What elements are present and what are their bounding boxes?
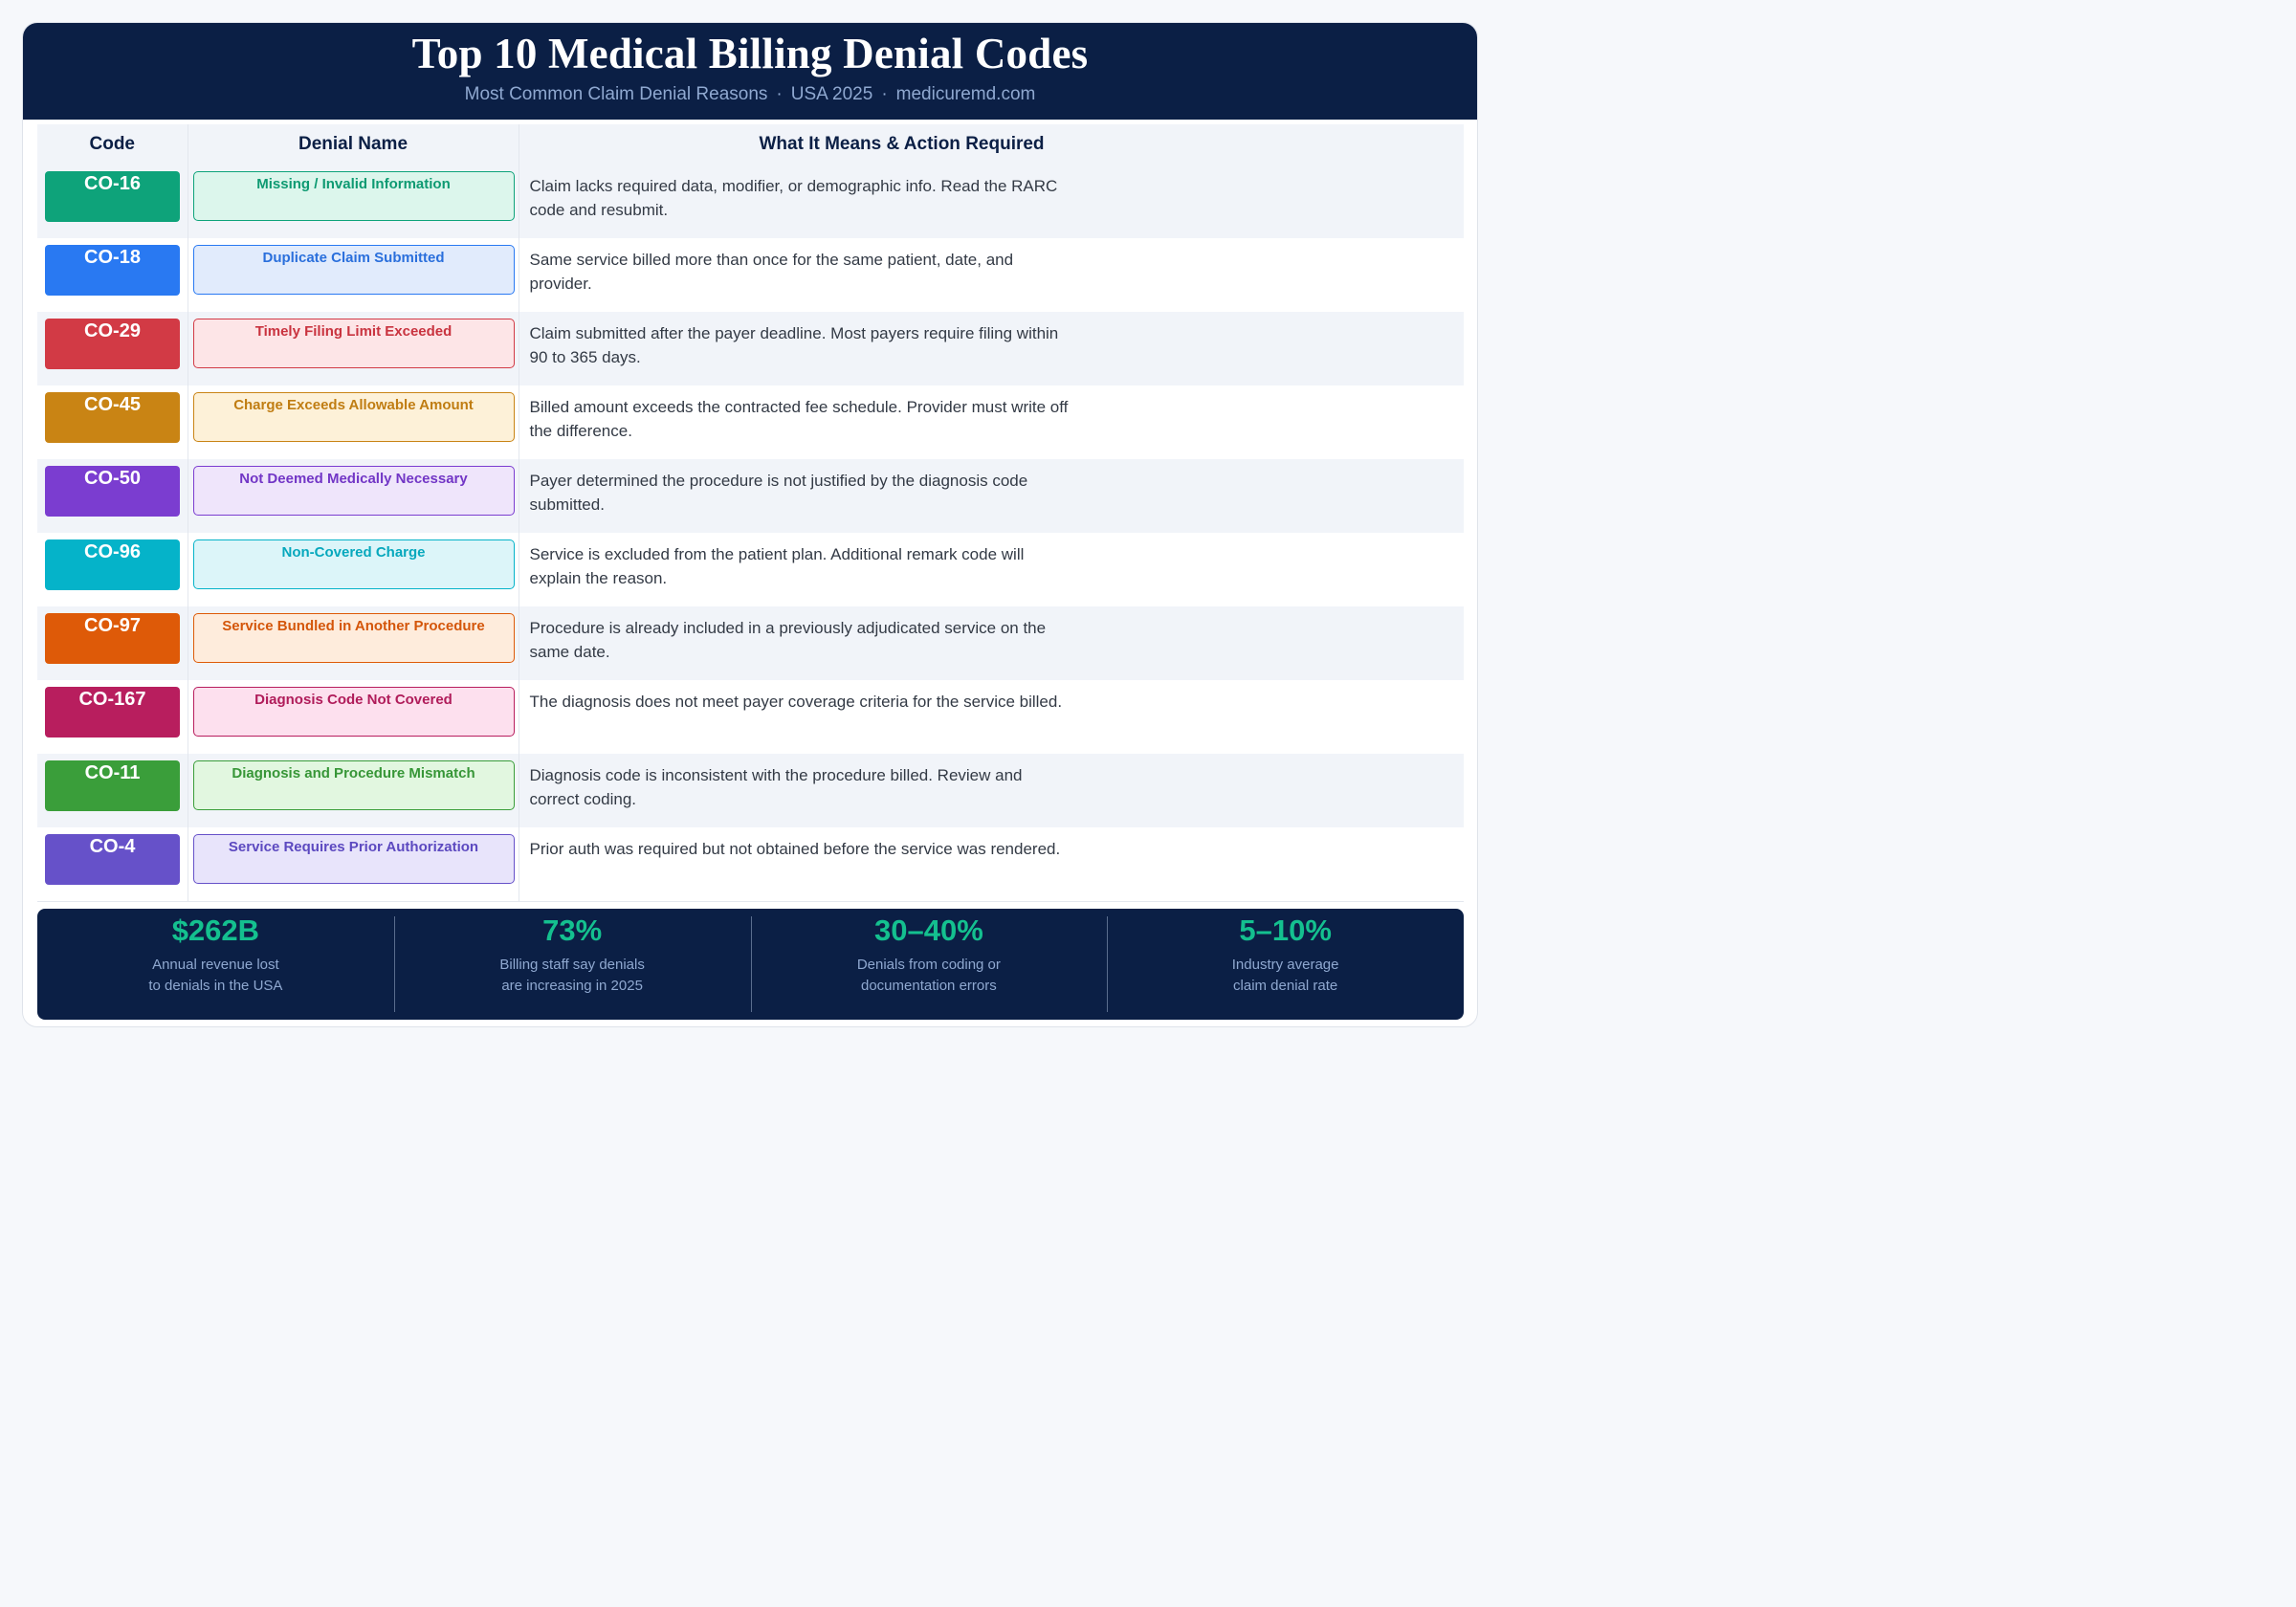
stats-bar: $262B Annual revenue lost to denials in … <box>37 909 1464 1020</box>
subtitle-topic: Most Common Claim Denial Reasons <box>464 84 768 104</box>
denial-meaning-text: Prior auth was required but not obtained… <box>529 840 1061 858</box>
denial-name-cell: Service Requires Prior Authorization <box>188 827 519 902</box>
denial-name-cell: Duplicate Claim Submitted <box>188 238 519 312</box>
table-row: CO-11 Diagnosis and Procedure Mismatch Dia… <box>37 754 1464 827</box>
code-cell: CO-96 <box>37 533 188 606</box>
denial-code-badge: CO-167 <box>45 687 180 737</box>
stat-label: Annual revenue lost to denials in the US… <box>148 957 283 994</box>
page-title: Top 10 Medical Billing Denial Codes <box>411 30 1089 77</box>
table-row: CO-97 Service Bundled in Another Procedur… <box>37 606 1464 680</box>
denial-name-cell: Diagnosis Code Not Covered <box>188 680 519 754</box>
denial-meaning-text: Claim submitted after the payer deadline… <box>529 324 1059 366</box>
code-cell: CO-4 <box>37 827 188 902</box>
stat-value: 73% <box>542 914 603 947</box>
header-banner: Top 10 Medical Billing Denial Codes Most… <box>23 23 1477 120</box>
stat-label: Denials from coding or documentation err… <box>856 957 1001 994</box>
denial-name-label: Charge Exceeds Allowable Amount <box>192 392 515 442</box>
denial-name-label: Not Deemed Medically Necessary <box>192 466 515 516</box>
stat-label: Billing staff say denials are increasing… <box>499 957 645 994</box>
code-cell: CO-97 <box>37 606 188 680</box>
meaning-cell: Procedure is already included in a previ… <box>519 606 1464 680</box>
denial-meaning-text: Payer determined the procedure is not ju… <box>529 472 1028 514</box>
denial-meaning-text: Service is excluded from the patient pla… <box>529 545 1025 587</box>
denial-code-badge: CO-96 <box>45 539 180 590</box>
meaning-cell: Diagnosis code is inconsistent with the … <box>519 754 1464 827</box>
table-row: CO-4 Service Requires Prior Authorization… <box>37 827 1464 902</box>
page-subtitle: Most Common Claim Denial Reasons · USA 202… <box>23 84 1477 105</box>
denial-meaning-text: Diagnosis code is inconsistent with the … <box>529 766 1023 808</box>
denial-name-cell: Service Bundled in Another Procedure <box>188 606 519 680</box>
table-row: CO-50 Not Deemed Medically Necessary Payer… <box>37 459 1464 533</box>
subtitle-region-year: USA 2025 <box>790 84 873 104</box>
subtitle-source: medicuremd.com <box>895 84 1036 104</box>
meaning-cell: Claim submitted after the payer deadline… <box>519 312 1464 385</box>
denial-code-badge: CO-29 <box>45 319 180 369</box>
infographic-card: Top 10 Medical Billing Denial Codes Most… <box>22 22 1478 1027</box>
code-cell: CO-29 <box>37 312 188 385</box>
denial-code-badge: CO-11 <box>45 760 180 811</box>
table-row: CO-16 Missing / Invalid Information Claim … <box>37 165 1464 238</box>
denial-name-label: Diagnosis Code Not Covered <box>192 687 515 737</box>
denial-code-badge: CO-18 <box>45 245 180 296</box>
code-cell: CO-45 <box>37 385 188 459</box>
denial-meaning-text: Billed amount exceeds the contracted fee… <box>529 398 1069 440</box>
denial-meaning-text: Procedure is already included in a previ… <box>529 619 1047 661</box>
table-header-row: Code Denial Name What It Means & Action … <box>37 124 1464 165</box>
denial-code-badge: CO-45 <box>45 392 180 443</box>
table-row: CO-45 Charge Exceeds Allowable Amount Bill… <box>37 385 1464 459</box>
meaning-cell: Payer determined the procedure is not ju… <box>519 459 1464 533</box>
meaning-cell: Prior auth was required but not obtained… <box>519 827 1464 902</box>
stat-label: Industry average claim denial rate <box>1231 957 1339 994</box>
denial-code-badge: CO-16 <box>45 171 180 222</box>
denial-name-cell: Not Deemed Medically Necessary <box>188 459 519 533</box>
stat-value: 30–40% <box>873 914 983 947</box>
denial-meaning-text: The diagnosis does not meet payer covera… <box>529 693 1063 711</box>
meaning-cell: Claim lacks required data, modifier, or … <box>519 165 1464 238</box>
denial-name-cell: Charge Exceeds Allowable Amount <box>188 385 519 459</box>
column-header-denial-name: Denial Name <box>188 124 519 165</box>
code-cell: CO-11 <box>37 754 188 827</box>
denial-name-label: Service Requires Prior Authorization <box>192 834 515 884</box>
table-row: CO-167 Diagnosis Code Not Covered The diag… <box>37 680 1464 754</box>
denial-name-label: Diagnosis and Procedure Mismatch <box>192 760 515 810</box>
meaning-cell: Billed amount exceeds the contracted fee… <box>519 385 1464 459</box>
denial-code-badge: CO-4 <box>45 834 180 885</box>
meaning-cell: The diagnosis does not meet payer covera… <box>519 680 1464 754</box>
subtitle-separator: · <box>776 84 783 104</box>
table-row: CO-18 Duplicate Claim Submitted Same servi… <box>37 238 1464 312</box>
code-cell: CO-18 <box>37 238 188 312</box>
stat-value: 5–10% <box>1239 914 1332 947</box>
stat-value: $262B <box>171 914 260 947</box>
denial-name-cell: Missing / Invalid Information <box>188 165 519 238</box>
table-row: CO-29 Timely Filing Limit Exceeded Claim s… <box>37 312 1464 385</box>
denial-codes-table: Code Denial Name What It Means & Action … <box>37 124 1464 902</box>
stat-denial-rate: 5–10% Industry average claim denial rate <box>1107 909 1464 1020</box>
code-cell: CO-167 <box>37 680 188 754</box>
denial-name-label: Missing / Invalid Information <box>192 171 515 221</box>
denial-code-badge: CO-50 <box>45 466 180 517</box>
denial-name-label: Service Bundled in Another Procedure <box>192 613 515 663</box>
subtitle-separator: · <box>881 84 888 104</box>
stat-coding-errors: 30–40% Denials from coding or documentat… <box>750 909 1108 1020</box>
denial-name-cell: Diagnosis and Procedure Mismatch <box>188 754 519 827</box>
stat-revenue-lost: $262B Annual revenue lost to denials in … <box>37 909 394 1020</box>
denial-name-cell: Timely Filing Limit Exceeded <box>188 312 519 385</box>
stat-denials-increasing: 73% Billing staff say denials are increa… <box>393 909 751 1020</box>
code-cell: CO-50 <box>37 459 188 533</box>
denial-name-label: Timely Filing Limit Exceeded <box>192 319 515 368</box>
column-header-meaning: What It Means & Action Required <box>519 124 1464 165</box>
denial-meaning-text: Claim lacks required data, modifier, or … <box>529 177 1058 219</box>
meaning-cell: Same service billed more than once for t… <box>519 238 1464 312</box>
denial-code-badge: CO-97 <box>45 613 180 664</box>
column-header-code: Code <box>37 124 188 165</box>
denial-name-label: Non-Covered Charge <box>192 539 515 589</box>
denial-meaning-text: Same service billed more than once for t… <box>529 251 1014 293</box>
table-row: CO-96 Non-Covered Charge Service is exclud… <box>37 533 1464 606</box>
denial-name-label: Duplicate Claim Submitted <box>192 245 515 295</box>
denial-name-cell: Non-Covered Charge <box>188 533 519 606</box>
meaning-cell: Service is excluded from the patient pla… <box>519 533 1464 606</box>
code-cell: CO-16 <box>37 165 188 238</box>
